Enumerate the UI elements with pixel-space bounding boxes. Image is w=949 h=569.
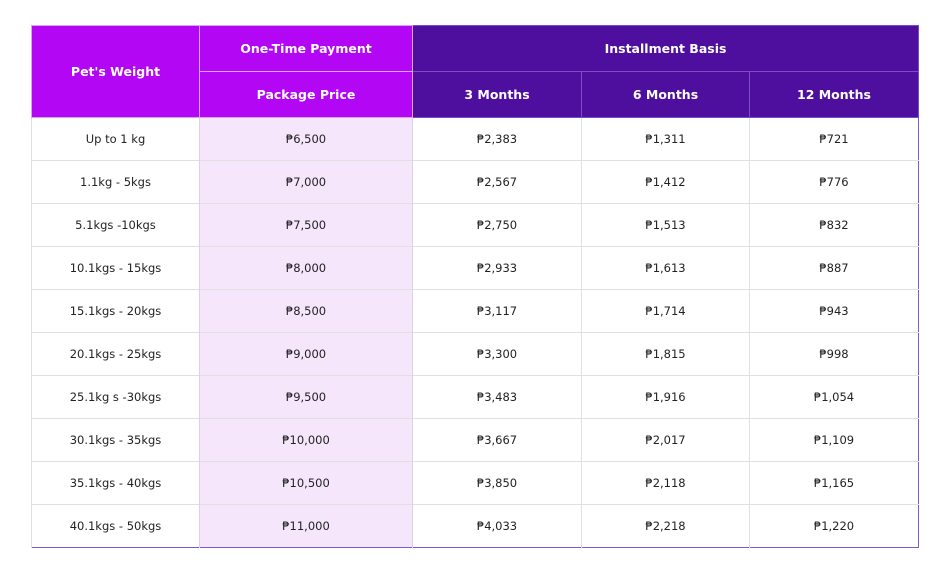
table-row: 40.1kgs - 50kgs ₱11,000 ₱4,033 ₱2,218 ₱1,220 — [31, 504, 919, 548]
weight-cell: 5.1kgs -10kgs — [31, 203, 200, 247]
3-months-cell: ₱3,667 — [412, 418, 582, 462]
12-months-cell: ₱1,054 — [748, 375, 919, 419]
3-months-cell: ₱2,567 — [412, 160, 582, 204]
package-price-cell: ₱9,000 — [199, 332, 413, 376]
weight-cell: Up to 1 kg — [31, 117, 200, 161]
header-package-price: Package Price — [199, 71, 413, 118]
package-price-cell: ₱11,000 — [199, 504, 413, 548]
package-price-cell: ₱7,000 — [199, 160, 413, 204]
pricing-table: Pet's Weight One-Time Payment Installmen… — [31, 25, 920, 548]
3-months-cell: ₱3,300 — [412, 332, 582, 376]
12-months-cell: ₱998 — [748, 332, 919, 376]
6-months-cell: ₱2,218 — [581, 504, 750, 548]
package-price-cell: ₱10,000 — [199, 418, 413, 462]
6-months-cell: ₱1,815 — [581, 332, 750, 376]
weight-cell: 30.1kgs - 35kgs — [31, 418, 200, 462]
table-row: 35.1kgs - 40kgs ₱10,500 ₱3,850 ₱2,118 ₱1,165 — [31, 461, 919, 505]
3-months-cell: ₱4,033 — [412, 504, 582, 548]
3-months-cell: ₱2,933 — [412, 246, 582, 290]
package-price-cell: ₱9,500 — [199, 375, 413, 419]
table-row: 15.1kgs - 20kgs ₱8,500 ₱3,117 ₱1,714 ₱943 — [31, 289, 919, 333]
6-months-cell: ₱1,311 — [581, 117, 750, 161]
table-row: 5.1kgs -10kgs ₱7,500 ₱2,750 ₱1,513 ₱832 — [31, 203, 919, 247]
12-months-cell: ₱1,220 — [748, 504, 919, 548]
table-row: Up to 1 kg ₱6,500 ₱2,383 ₱1,311 ₱721 — [31, 117, 919, 161]
header-pets-weight: Pet's Weight — [31, 25, 200, 118]
12-months-cell: ₱943 — [748, 289, 919, 333]
table-row: 20.1kgs - 25kgs ₱9,000 ₱3,300 ₱1,815 ₱998 — [31, 332, 919, 376]
header-one-time-payment: One-Time Payment — [199, 25, 413, 72]
table-row: 10.1kgs - 15kgs ₱8,000 ₱2,933 ₱1,613 ₱887 — [31, 246, 919, 290]
weight-cell: 25.1kg s -30kgs — [31, 375, 200, 419]
weight-cell: 10.1kgs - 15kgs — [31, 246, 200, 290]
3-months-cell: ₱3,850 — [412, 461, 582, 505]
header-12-months: 12 Months — [748, 71, 920, 118]
6-months-cell: ₱1,412 — [581, 160, 750, 204]
3-months-cell: ₱2,750 — [412, 203, 582, 247]
12-months-cell: ₱776 — [748, 160, 919, 204]
3-months-cell: ₱3,117 — [412, 289, 582, 333]
6-months-cell: ₱1,714 — [581, 289, 750, 333]
3-months-cell: ₱3,483 — [412, 375, 582, 419]
6-months-cell: ₱2,118 — [581, 461, 750, 505]
6-months-cell: ₱1,916 — [581, 375, 750, 419]
3-months-cell: ₱2,383 — [412, 117, 582, 161]
weight-cell: 40.1kgs - 50kgs — [31, 504, 200, 548]
table-row: 1.1kg - 5kgs ₱7,000 ₱2,567 ₱1,412 ₱776 — [31, 160, 919, 204]
12-months-cell: ₱721 — [748, 117, 919, 161]
table-row: 25.1kg s -30kgs ₱9,500 ₱3,483 ₱1,916 ₱1,054 — [31, 375, 919, 419]
6-months-cell: ₱1,513 — [581, 203, 750, 247]
header-installment-basis: Installment Basis — [411, 25, 920, 72]
header-6-months: 6 Months — [581, 71, 750, 118]
package-price-cell: ₱7,500 — [199, 203, 413, 247]
weight-cell: 1.1kg - 5kgs — [31, 160, 200, 204]
12-months-cell: ₱887 — [748, 246, 919, 290]
6-months-cell: ₱1,613 — [581, 246, 750, 290]
12-months-cell: ₱1,165 — [748, 461, 919, 505]
12-months-cell: ₱832 — [748, 203, 919, 247]
package-price-cell: ₱10,500 — [199, 461, 413, 505]
weight-cell: 35.1kgs - 40kgs — [31, 461, 200, 505]
12-months-cell: ₱1,109 — [748, 418, 919, 462]
weight-cell: 20.1kgs - 25kgs — [31, 332, 200, 376]
weight-cell: 15.1kgs - 20kgs — [31, 289, 200, 333]
table-row: 30.1kgs - 35kgs ₱10,000 ₱3,667 ₱2,017 ₱1,109 — [31, 418, 919, 462]
package-price-cell: ₱6,500 — [199, 117, 413, 161]
6-months-cell: ₱2,017 — [581, 418, 750, 462]
package-price-cell: ₱8,500 — [199, 289, 413, 333]
package-price-cell: ₱8,000 — [199, 246, 413, 290]
header-3-months: 3 Months — [412, 71, 582, 118]
